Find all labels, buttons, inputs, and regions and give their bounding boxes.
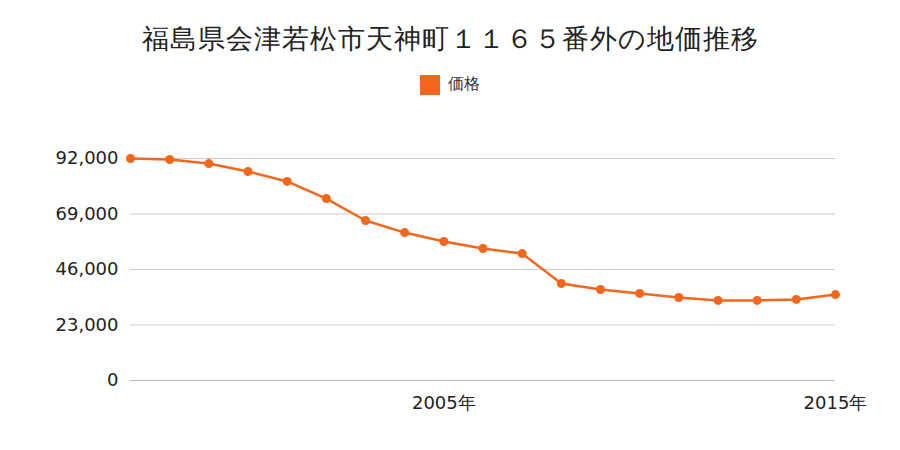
svg-text:46,000: 46,000 — [56, 258, 119, 279]
svg-text:2015年: 2015年 — [804, 392, 868, 413]
svg-text:2005年: 2005年 — [412, 392, 476, 413]
svg-text:0: 0 — [107, 369, 118, 390]
svg-text:92,000: 92,000 — [56, 147, 119, 168]
html-text:福島県会津若松市天神町１１６５番外の地価推移: 福島県会津若松市天神町１１６５番外の地価推移 — [141, 23, 759, 54]
svg-text:23,000: 23,000 — [56, 314, 119, 335]
html-text:価格: 価格 — [448, 74, 480, 93]
svg-text:69,000: 69,000 — [56, 203, 119, 224]
